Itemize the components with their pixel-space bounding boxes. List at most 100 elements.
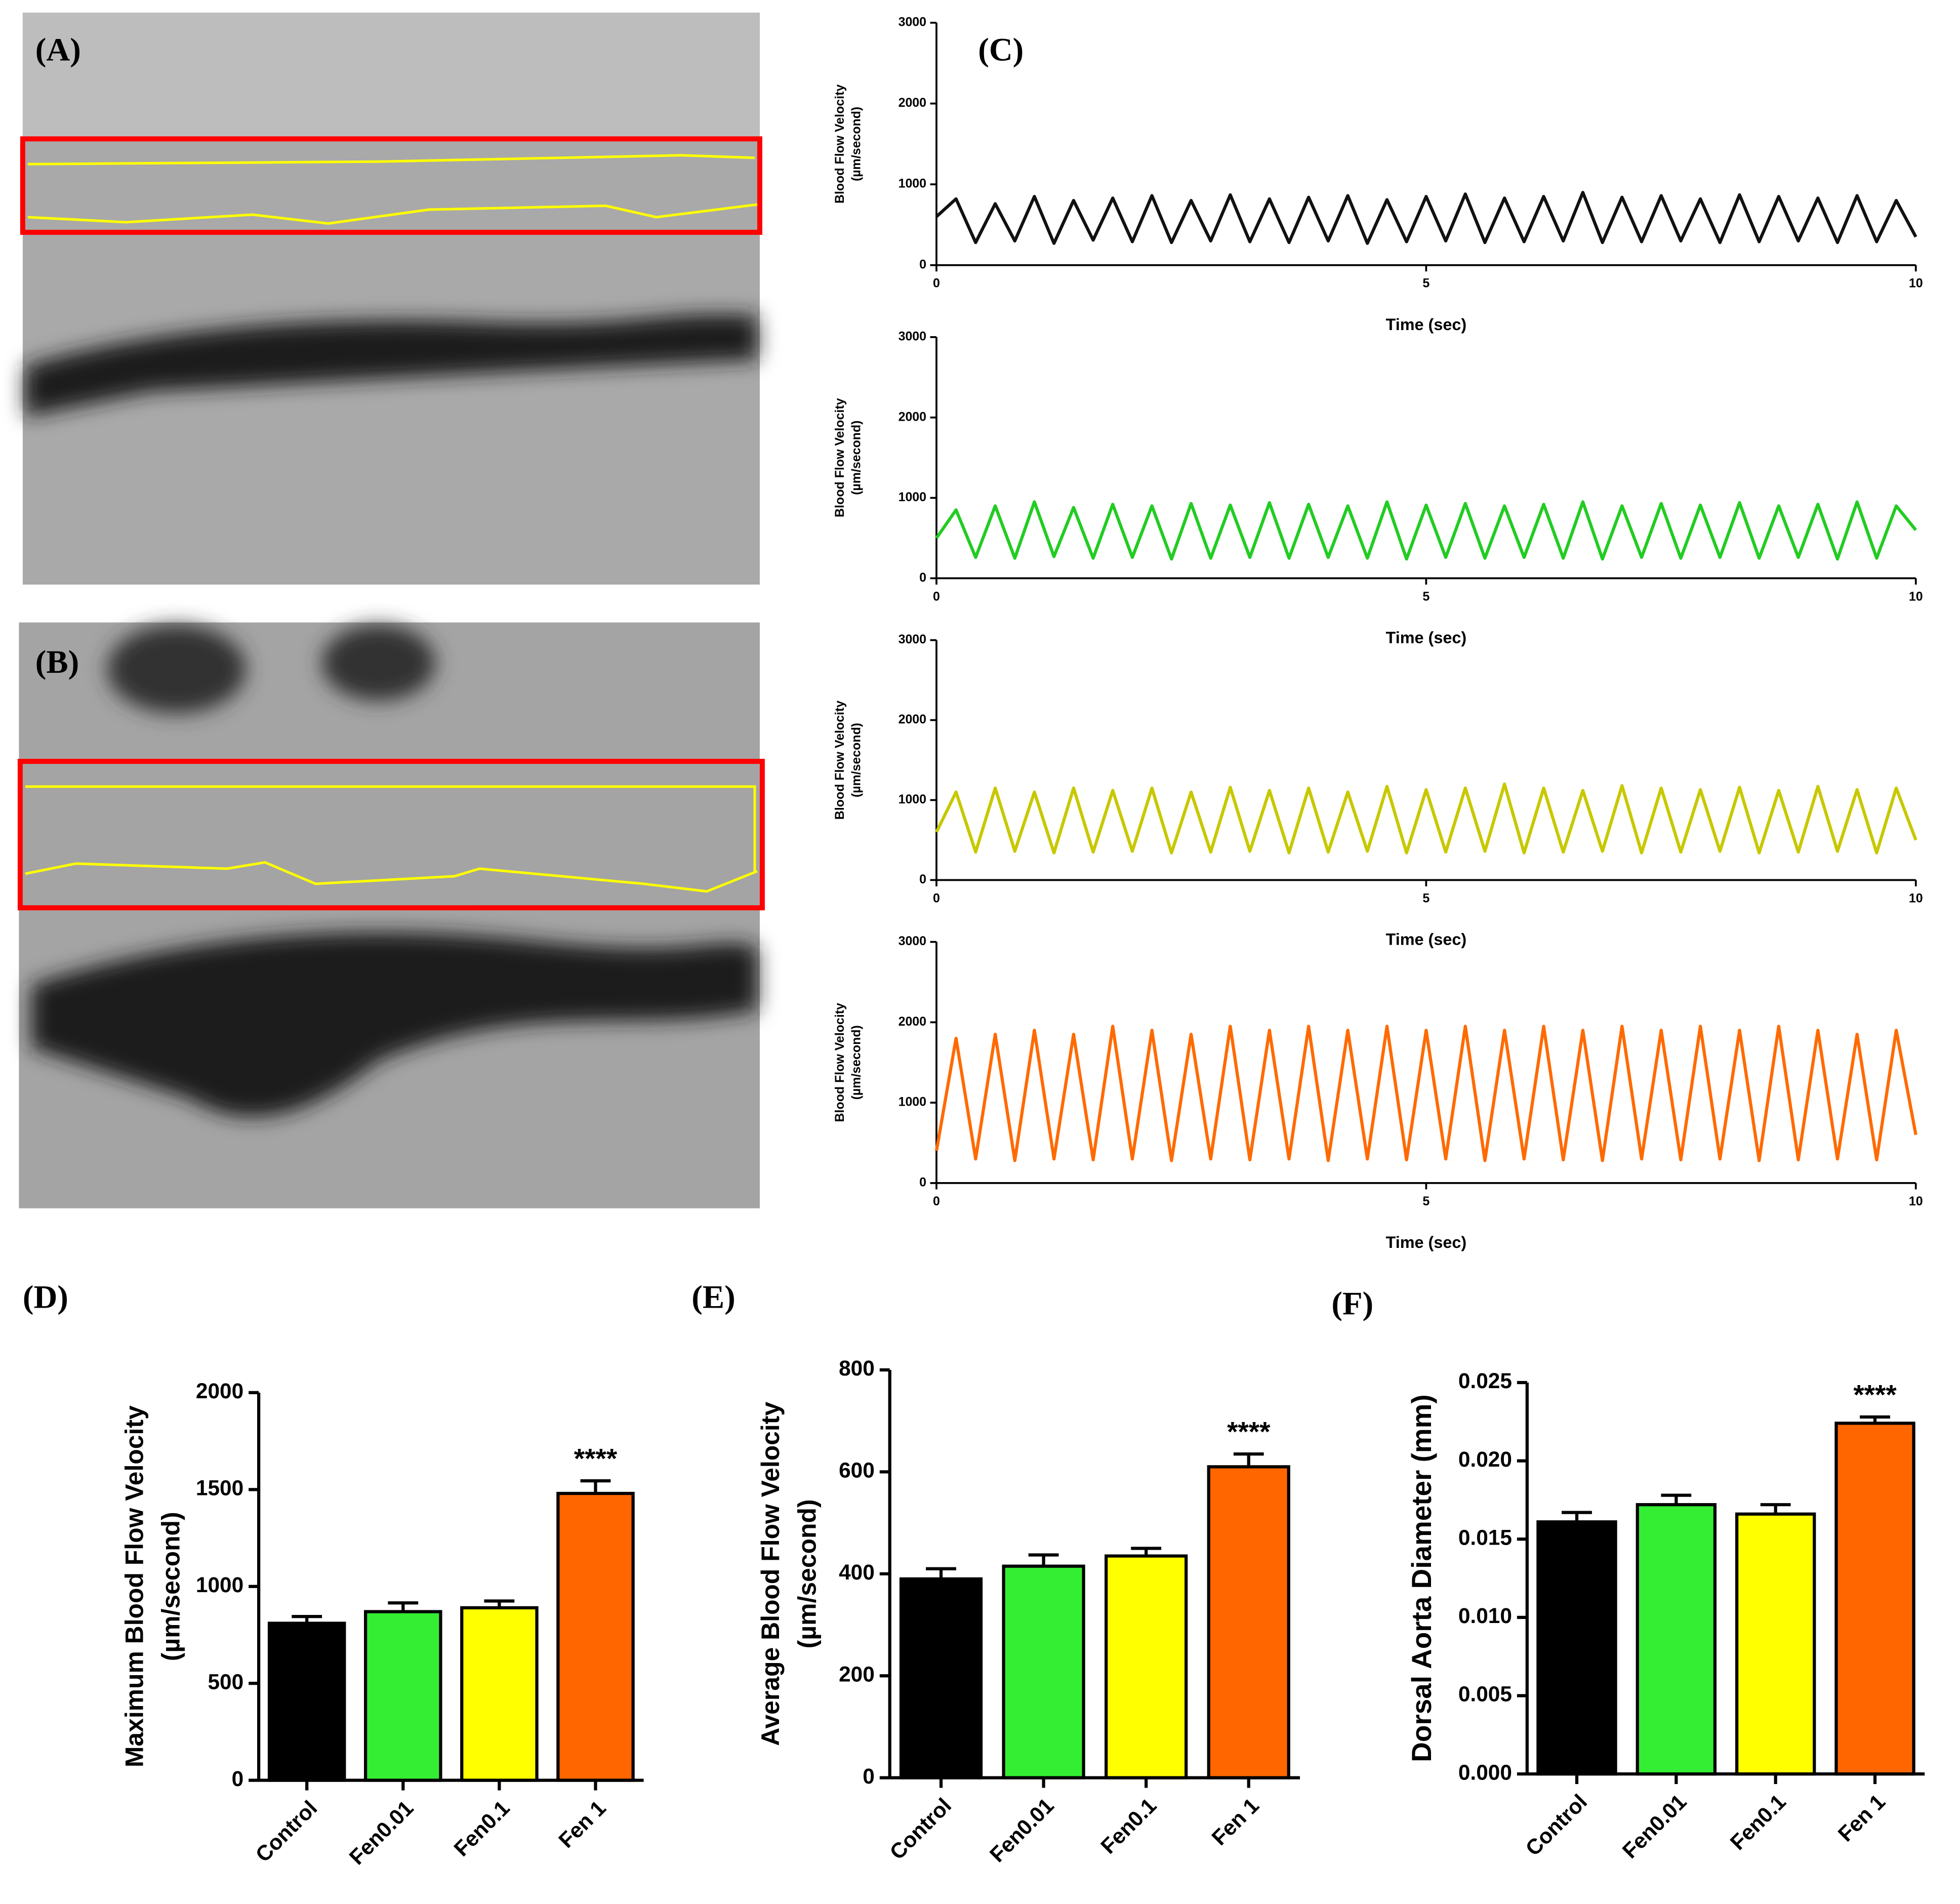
y-tick-label: 3000	[899, 15, 926, 29]
y-tick-label: 2000	[196, 1379, 243, 1403]
x-tick-label: Fen0.01	[1618, 1790, 1691, 1863]
velocity-trace	[935, 190, 1917, 245]
x-tick-label: 0	[933, 1194, 940, 1208]
x-tick-label: 0	[933, 891, 940, 905]
y-axis-label: (µm/second)	[849, 107, 863, 181]
x-axis-label: Time (sec)	[1386, 1233, 1467, 1251]
bar	[1834, 1422, 1915, 1776]
x-tick-label: 5	[1422, 589, 1430, 603]
y-tick-label: 0	[919, 872, 926, 886]
y-tick-label: 0	[919, 1175, 926, 1189]
error-bar	[484, 1599, 515, 1608]
y-axis-label: (µm/second)	[849, 723, 863, 797]
x-tick-label: Fen0.1	[1726, 1790, 1790, 1854]
error-bar	[926, 1567, 956, 1579]
y-axis-label: (µm/second)	[849, 420, 863, 495]
y-axis-label: (µm/second)	[157, 1512, 185, 1661]
y-tick-label: 600	[839, 1459, 875, 1482]
panel-label: (F)	[1331, 1285, 1373, 1322]
y-tick-label: 2000	[899, 1015, 926, 1029]
error-bar	[1233, 1452, 1264, 1467]
y-tick-label: 3000	[899, 934, 926, 948]
bar	[1105, 1554, 1188, 1779]
y-axis-label: Maximum Blood Flow Velocity	[120, 1405, 148, 1767]
y-tick-label: 0	[919, 257, 926, 271]
bar	[1636, 1503, 1717, 1776]
x-tick-label: Fen 1	[1207, 1794, 1263, 1850]
bar	[899, 1577, 983, 1779]
y-tick-label: 500	[208, 1670, 244, 1693]
y-tick-label: 0.020	[1458, 1447, 1512, 1471]
bar	[1002, 1564, 1085, 1779]
x-tick-label: 10	[1909, 589, 1923, 603]
bar	[364, 1610, 442, 1782]
y-tick-label: 2000	[899, 712, 926, 726]
x-tick-label: 5	[1422, 1194, 1430, 1208]
x-tick-label: Fen0.01	[985, 1794, 1058, 1867]
error-bar	[1562, 1511, 1592, 1522]
error-bar	[1760, 1503, 1791, 1514]
x-tick-label: Fen0.1	[1096, 1794, 1161, 1858]
y-tick-label: 0.005	[1458, 1682, 1512, 1706]
y-tick-label: 0.025	[1458, 1369, 1512, 1393]
y-tick-label: 1000	[196, 1573, 243, 1597]
x-tick-label: Control	[1521, 1790, 1592, 1860]
y-tick-label: 200	[839, 1662, 875, 1686]
significance: ****	[574, 1443, 618, 1474]
y-axis-label: Blood Flow Velocity	[833, 701, 847, 820]
panel-label: (E)	[691, 1279, 735, 1316]
error-bar	[1661, 1493, 1692, 1505]
y-axis-label: Blood Flow Velocity	[833, 1003, 847, 1122]
x-axis-label: Time (sec)	[1386, 629, 1467, 647]
y-tick-label: 3000	[899, 329, 926, 343]
significance: ****	[1853, 1379, 1897, 1410]
panel-label: (C)	[978, 32, 1024, 68]
y-tick-label: 1000	[899, 792, 926, 806]
y-tick-label: 1500	[196, 1476, 243, 1500]
x-tick-label: 10	[1909, 276, 1923, 291]
image-a: (A)	[20, 12, 762, 585]
x-tick-label: 0	[933, 276, 940, 291]
x-tick-label: Control	[251, 1796, 322, 1867]
y-axis-label: (µm/second)	[793, 1499, 821, 1648]
y-tick-label: 1000	[899, 490, 926, 504]
x-tick-label: Control	[885, 1794, 956, 1865]
x-axis-label: Time (sec)	[1386, 930, 1467, 949]
y-axis-label: Average Blood Flow Velocity	[756, 1402, 785, 1746]
bar	[460, 1606, 539, 1782]
y-tick-label: 1000	[899, 1095, 926, 1109]
velocity-trace	[934, 1025, 1917, 1162]
panel-label: (D)	[23, 1279, 68, 1316]
y-tick-label: 0.010	[1458, 1604, 1512, 1628]
bar	[267, 1622, 346, 1782]
x-tick-label: Fen 1	[554, 1796, 610, 1853]
x-tick-label: 5	[1422, 891, 1430, 905]
y-tick-label: 400	[839, 1560, 875, 1584]
x-tick-label: Fen0.01	[345, 1796, 418, 1870]
x-tick-label: Fen0.1	[449, 1796, 514, 1861]
x-tick-label: 5	[1422, 276, 1430, 291]
y-tick-label: 800	[839, 1356, 875, 1380]
significance: ****	[1227, 1416, 1271, 1447]
error-bar	[292, 1614, 322, 1624]
x-tick-label: 0	[933, 589, 940, 603]
bar	[1536, 1520, 1617, 1776]
x-tick-label: Fen 1	[1833, 1790, 1890, 1846]
y-tick-label: 3000	[899, 632, 926, 646]
velocity-trace	[935, 782, 1917, 855]
y-tick-label: 0.015	[1458, 1525, 1512, 1549]
error-bar	[1860, 1415, 1890, 1424]
y-tick-label: 0	[863, 1764, 875, 1788]
panel-label: (A)	[35, 32, 81, 68]
panel-label: (B)	[35, 644, 79, 680]
error-bar	[580, 1479, 611, 1493]
error-bar	[1028, 1553, 1059, 1566]
bar	[1207, 1465, 1290, 1779]
y-axis-label: Dorsal Aorta Diameter (mm)	[1406, 1394, 1437, 1762]
error-bar	[388, 1601, 419, 1612]
y-tick-label: 1000	[899, 177, 926, 191]
error-bar	[1131, 1547, 1162, 1556]
y-tick-label: 0	[919, 571, 926, 585]
bar	[1735, 1512, 1816, 1776]
